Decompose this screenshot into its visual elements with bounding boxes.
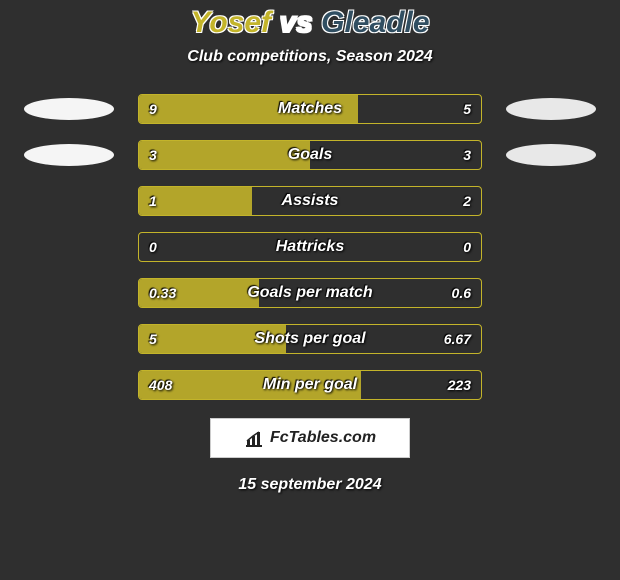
stat-row: Matches9 5 (0, 94, 620, 124)
subtitle: Club competitions, Season 2024 (0, 48, 620, 66)
stat-row: Goals3 3 (0, 140, 620, 170)
stat-value-right: 0.6 (452, 279, 471, 307)
stat-row: Min per goal408 223 (0, 370, 620, 400)
player1-badge (24, 144, 114, 166)
stat-value-left: 3 (149, 141, 157, 169)
player2-badge (506, 144, 596, 166)
player2-badge (506, 98, 596, 120)
vs-text: vs (279, 6, 312, 39)
stat-bar: Goals per match0.33 0.6 (138, 278, 482, 308)
stats-container: Matches9 5 Goals3 3 Assists1 2 Hattricks0 0 Goal… (0, 94, 620, 400)
stat-value-right: 223 (448, 371, 471, 399)
player1-badge (24, 328, 114, 350)
stat-value-left: 408 (149, 371, 172, 399)
player1-badge (24, 282, 114, 304)
stat-value-right: 3 (463, 141, 471, 169)
player1-badge (24, 190, 114, 212)
stat-row: Shots per goal5 6.67 (0, 324, 620, 354)
player2-badge (506, 374, 596, 396)
player1-badge (24, 98, 114, 120)
chart-icon (244, 428, 264, 448)
stat-value-right: 5 (463, 95, 471, 123)
stat-bar: Min per goal408 223 (138, 370, 482, 400)
player1-badge (24, 374, 114, 396)
player2-badge (506, 282, 596, 304)
stat-label: Min per goal (139, 371, 481, 399)
stat-bar: Matches9 5 (138, 94, 482, 124)
player2-badge (506, 328, 596, 350)
stat-value-right: 0 (463, 233, 471, 261)
stat-label: Goals per match (139, 279, 481, 307)
player2-badge (506, 190, 596, 212)
logo-text: FcTables.com (270, 429, 376, 447)
stat-label: Shots per goal (139, 325, 481, 353)
stat-row: Assists1 2 (0, 186, 620, 216)
stat-value-right: 2 (463, 187, 471, 215)
stat-value-right: 6.67 (444, 325, 471, 353)
player1-badge (24, 236, 114, 258)
stat-value-left: 5 (149, 325, 157, 353)
stat-label: Goals (139, 141, 481, 169)
stat-value-left: 1 (149, 187, 157, 215)
stat-value-left: 0 (149, 233, 157, 261)
player2-name: Gleadle (321, 6, 429, 39)
player2-badge (506, 236, 596, 258)
stat-bar: Assists1 2 (138, 186, 482, 216)
stat-value-left: 0.33 (149, 279, 176, 307)
stat-bar: Shots per goal5 6.67 (138, 324, 482, 354)
date-label: 15 september 2024 (0, 476, 620, 494)
stat-row: Goals per match0.33 0.6 (0, 278, 620, 308)
comparison-title: Yosef vs Gleadle (0, 0, 620, 40)
stat-row: Hattricks0 0 (0, 232, 620, 262)
stat-bar: Hattricks0 0 (138, 232, 482, 262)
stat-bar: Goals3 3 (138, 140, 482, 170)
stat-label: Assists (139, 187, 481, 215)
stat-label: Matches (139, 95, 481, 123)
stat-value-left: 9 (149, 95, 157, 123)
player1-name: Yosef (190, 6, 271, 39)
stat-label: Hattricks (139, 233, 481, 261)
source-logo: FcTables.com (210, 418, 410, 458)
